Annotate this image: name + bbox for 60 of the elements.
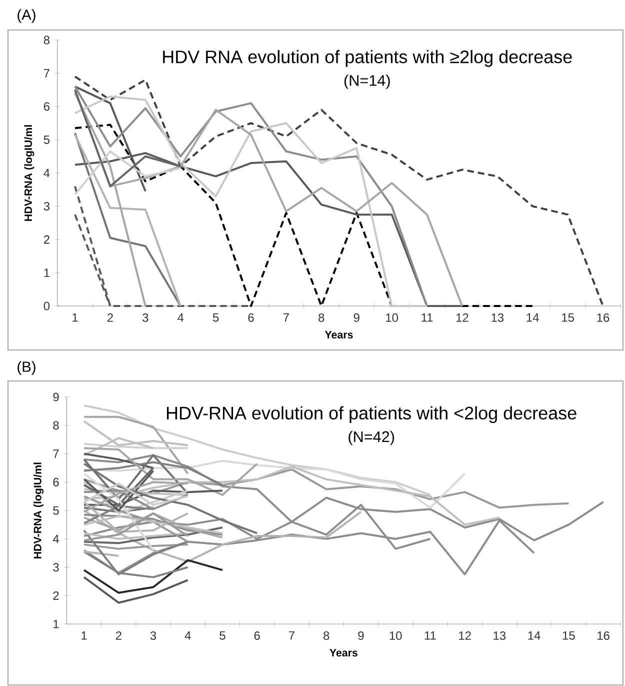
x-tick-label: 15 xyxy=(562,313,574,322)
x-tick-label: 7 xyxy=(288,631,294,640)
y-tick-label: 4 xyxy=(44,168,50,178)
x-tick-label: 14 xyxy=(526,313,539,322)
y-tick-label: 6 xyxy=(53,478,59,486)
x-tick-label: 16 xyxy=(598,631,610,640)
y-tick-label: 7 xyxy=(53,450,59,458)
y-tick-label: 7 xyxy=(44,69,50,78)
x-tick-label: 8 xyxy=(324,631,330,640)
x-tick-label: 3 xyxy=(150,631,156,640)
y-tick-label: 6 xyxy=(44,102,50,111)
x-axis-title: Years xyxy=(330,649,358,656)
y-tick-label: 8 xyxy=(44,36,50,44)
x-tick-label: 4 xyxy=(184,631,191,640)
text: (B) xyxy=(18,361,36,375)
x-tick-label: 15 xyxy=(562,631,575,640)
x-tick-label: 12 xyxy=(459,631,471,640)
y-tick-label: 3 xyxy=(53,563,59,572)
text: (A) xyxy=(18,9,36,23)
x-tick-label: 5 xyxy=(220,631,226,640)
x-tick-label: 13 xyxy=(492,313,504,322)
x-tick-label: 10 xyxy=(390,631,402,640)
y-tick-label: 2 xyxy=(53,591,59,600)
x-tick-label: 6 xyxy=(254,631,260,640)
x-tick-label: 9 xyxy=(354,313,360,322)
text: (N=14) xyxy=(344,74,390,89)
text: HDV RNA evolution of patients with ≥2log decrease xyxy=(163,50,572,67)
x-tick-label: 12 xyxy=(456,313,468,322)
text: (N=42) xyxy=(348,430,394,446)
x-tick-label: 16 xyxy=(597,313,610,322)
x-tick-label: 7 xyxy=(283,313,289,322)
y-tick-label: 8 xyxy=(53,421,59,430)
x-tick-label: 14 xyxy=(528,631,540,640)
y-axis-title: HDV-RNA (logIU/ml xyxy=(34,462,44,558)
x-tick-label: 10 xyxy=(386,313,398,322)
y-axis-title: HDV-RNA (logIU/ml xyxy=(24,125,34,221)
y-tick-label: 5 xyxy=(44,136,50,144)
x-tick-label: 5 xyxy=(212,313,219,322)
x-tick-label: 11 xyxy=(422,313,433,322)
x-tick-label: 9 xyxy=(358,631,364,640)
y-tick-label: 9 xyxy=(53,392,59,402)
chart-title: HDV-RNA evolution of patients with <2log decrease xyxy=(166,406,576,424)
x-axis-title: Years xyxy=(324,331,353,338)
x-tick-label: 4 xyxy=(178,313,184,322)
y-tick-label: 1 xyxy=(54,620,59,628)
x-tick-label: 8 xyxy=(318,313,324,322)
y-tick-label: 3 xyxy=(44,202,50,211)
x-tick-label: 3 xyxy=(142,313,148,322)
x-tick-label: 1 xyxy=(72,313,78,322)
x-tick-label: 2 xyxy=(116,631,122,640)
x-tick-label: 1 xyxy=(82,631,87,640)
y-tick-label: 4 xyxy=(52,534,59,544)
x-tick-label: 13 xyxy=(494,631,506,640)
x-tick-label: 2 xyxy=(107,313,113,322)
y-tick-label: 1 xyxy=(44,268,50,277)
x-tick-label: 11 xyxy=(424,631,436,640)
y-tick-label: 2 xyxy=(44,235,50,244)
x-tick-label: 6 xyxy=(248,313,254,322)
y-tick-label: 5 xyxy=(53,506,59,515)
y-tick-label: 0 xyxy=(44,302,50,310)
